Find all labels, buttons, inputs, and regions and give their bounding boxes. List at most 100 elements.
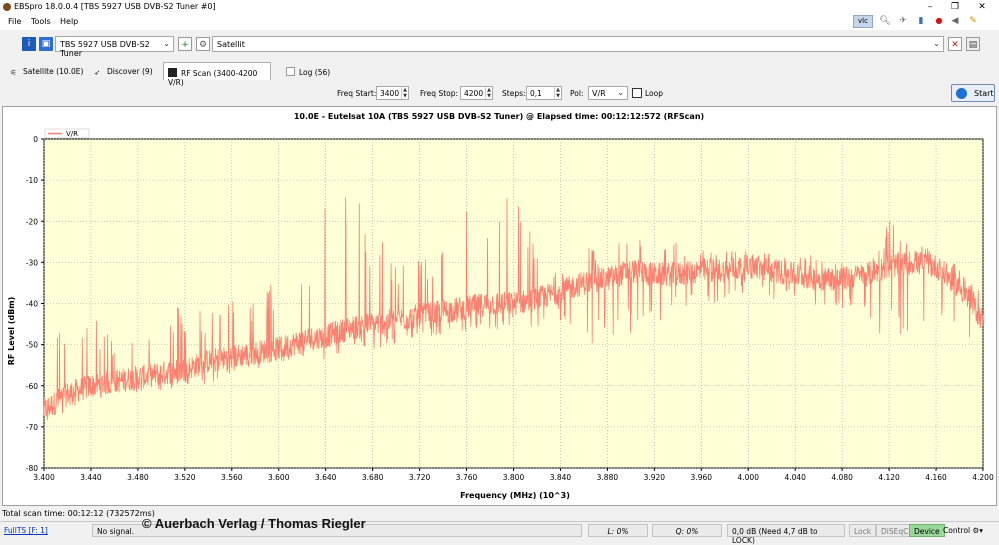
snr-status: 0,0 dB (Need 4,7 dB to LOCK) bbox=[727, 524, 845, 545]
x-tick-label: 3.480 bbox=[127, 473, 149, 482]
y-tick-label: -80 bbox=[26, 464, 38, 473]
vlc-button[interactable]: vlc bbox=[853, 15, 873, 28]
menu-help[interactable]: Help bbox=[60, 17, 79, 26]
satellite-select[interactable]: Satellit ⌄ bbox=[212, 36, 944, 52]
window-title: EBSpro 18.0.0.4 [TBS 5927 USB DVB-S2 Tun… bbox=[14, 2, 216, 11]
chart-title: 10.0E - Eutelsat 10A (TBS 5927 USB DVB-S… bbox=[294, 112, 704, 121]
x-tick-label: 3.600 bbox=[268, 473, 290, 482]
quality-status: Q: 0% bbox=[652, 524, 722, 537]
freq-stop-label: Freq Stop: bbox=[420, 89, 459, 98]
y-tick-label: -70 bbox=[26, 423, 38, 432]
record-icon[interactable]: ● bbox=[935, 16, 943, 25]
info-icon[interactable]: i bbox=[22, 37, 36, 51]
save-icon[interactable]: ▤ bbox=[966, 37, 980, 51]
y-tick-label: -30 bbox=[26, 258, 38, 267]
spinner-icon[interactable]: ▲ ▼ bbox=[554, 87, 561, 99]
x-tick-label: 3.640 bbox=[315, 473, 337, 482]
tab-discover[interactable]: ➶ Discover (9) bbox=[94, 67, 153, 77]
settings-icon[interactable]: ⚙ bbox=[196, 37, 210, 51]
steps-input[interactable]: 0,1 ▲ ▼ bbox=[526, 86, 562, 100]
x-tick-label: 3.840 bbox=[550, 473, 572, 482]
start-icon bbox=[956, 88, 967, 99]
title-bar: EBSpro 18.0.0.4 [TBS 5927 USB DVB-S2 Tun… bbox=[0, 0, 999, 14]
spinner-icon[interactable]: ▲ ▼ bbox=[401, 87, 408, 99]
legend-label: V/R bbox=[66, 130, 78, 138]
tab-bar: ⚟ Satellite (10.0E) ➶ Discover (9) RF Scan… bbox=[0, 62, 999, 87]
mute-icon[interactable]: ◀ bbox=[951, 16, 959, 26]
maximize-button[interactable]: ❐ bbox=[950, 2, 960, 12]
chevron-down-icon: ⌄ bbox=[163, 39, 170, 48]
rf-scan-chart: 10.0E - Eutelsat 10A (TBS 5927 USB DVB-S… bbox=[2, 106, 997, 506]
y-tick-label: -10 bbox=[26, 176, 38, 185]
freq-start-input[interactable]: 3400 ▲ ▼ bbox=[376, 86, 409, 100]
search-icon[interactable]: 🔍︎ bbox=[879, 16, 891, 26]
tuner-toolbar: i ▣ TBS 5927 USB DVB-S2 Tuner ⌄ + ⚙ Satel… bbox=[0, 33, 999, 58]
y-tick-label: -60 bbox=[26, 382, 38, 391]
settings-icon: ⚙▾ bbox=[972, 526, 984, 535]
y-tick-label: -20 bbox=[26, 217, 38, 226]
x-tick-label: 4.160 bbox=[925, 473, 947, 482]
tuner-select[interactable]: TBS 5927 USB DVB-S2 Tuner ⌄ bbox=[55, 36, 174, 58]
lock-icon[interactable]: ▣ bbox=[39, 37, 53, 51]
plane-icon[interactable]: ✈︎ bbox=[899, 16, 907, 26]
spinner-icon[interactable]: ▲ ▼ bbox=[485, 87, 492, 99]
x-tick-label: 4.120 bbox=[878, 473, 900, 482]
x-tick-label: 3.680 bbox=[362, 473, 384, 482]
delete-icon[interactable]: ✕ bbox=[948, 37, 962, 51]
loop-label: Loop bbox=[645, 89, 663, 98]
y-axis-label: RF Level (dBm) bbox=[7, 297, 16, 366]
minimize-button[interactable]: – bbox=[927, 2, 933, 12]
x-tick-label: 3.720 bbox=[409, 473, 431, 482]
bar-chart-icon[interactable]: ▮ bbox=[918, 16, 924, 26]
add-tuner-icon[interactable]: + bbox=[178, 37, 192, 51]
menu-file[interactable]: File bbox=[8, 17, 22, 26]
y-tick-label: -40 bbox=[26, 300, 38, 309]
x-axis-label: Frequency (MHz) (10^3) bbox=[460, 491, 570, 500]
diseqc-badge: DiSEqC bbox=[876, 524, 914, 537]
scan-icon bbox=[168, 68, 177, 77]
tab-log[interactable]: Log (56) bbox=[282, 62, 334, 80]
legend-box bbox=[44, 128, 90, 139]
x-tick-label: 3.520 bbox=[174, 473, 196, 482]
chart-svg: 10.0E - Eutelsat 10A (TBS 5927 USB DVB-S… bbox=[7, 112, 994, 500]
log-icon bbox=[286, 67, 295, 76]
lock-badge: Lock bbox=[849, 524, 877, 537]
freq-start-label: Freq Start: bbox=[337, 89, 377, 98]
x-tick-label: 4.200 bbox=[972, 473, 994, 482]
watermark: © Auerbach Verlag / Thomas Riegler bbox=[142, 516, 366, 531]
loop-checkbox[interactable] bbox=[632, 88, 642, 98]
tab-rf-scan[interactable]: RF Scan (3400-4200 V/R) bbox=[163, 62, 271, 87]
x-tick-label: 4.000 bbox=[738, 473, 760, 482]
x-tick-label: 4.040 bbox=[784, 473, 806, 482]
scan-parameters: Freq Start: 3400 ▲ ▼ Freq Stop: 4200 ▲ ▼ Ste… bbox=[0, 84, 999, 104]
x-tick-label: 3.880 bbox=[597, 473, 619, 482]
start-button[interactable]: Start bbox=[951, 84, 995, 102]
y-tick-label: 0 bbox=[33, 135, 38, 144]
menu-tools[interactable]: Tools bbox=[31, 17, 51, 26]
pol-select[interactable]: V/R ⌄ bbox=[588, 86, 628, 100]
x-tick-label: 3.960 bbox=[691, 473, 713, 482]
pol-label: Pol: bbox=[570, 89, 584, 98]
x-tick-label: 3.400 bbox=[33, 473, 55, 482]
steps-label: Steps: bbox=[502, 89, 526, 98]
series-line-vr bbox=[43, 197, 984, 421]
x-tick-label: 3.440 bbox=[80, 473, 102, 482]
x-tick-label: 3.920 bbox=[644, 473, 666, 482]
chevron-down-icon: ⌄ bbox=[617, 88, 624, 97]
level-status: L: 0% bbox=[588, 524, 648, 537]
control-menu[interactable]: Control ⚙▾ bbox=[943, 526, 984, 535]
x-tick-label: 3.800 bbox=[503, 473, 525, 482]
status-bar: FullTS [F: 1] No signal. L: 0% Q: 0% 0,0… bbox=[0, 521, 999, 545]
x-tick-label: 3.760 bbox=[456, 473, 478, 482]
tab-satellite[interactable]: ⚟ Satellite (10.0E) bbox=[10, 67, 84, 77]
freq-stop-input[interactable]: 4200 ▲ ▼ bbox=[460, 86, 493, 100]
satellite-icon: ⚟ bbox=[10, 68, 17, 77]
fullts-link[interactable]: FullTS [F: 1] bbox=[4, 526, 48, 535]
y-tick-label: -50 bbox=[26, 341, 38, 350]
discover-icon: ➶ bbox=[94, 68, 101, 77]
close-button[interactable]: ✕ bbox=[978, 2, 986, 12]
x-tick-label: 4.080 bbox=[831, 473, 853, 482]
pen-icon[interactable]: ✎ bbox=[969, 16, 977, 26]
chevron-down-icon: ⌄ bbox=[933, 39, 940, 48]
app-icon bbox=[3, 3, 11, 11]
